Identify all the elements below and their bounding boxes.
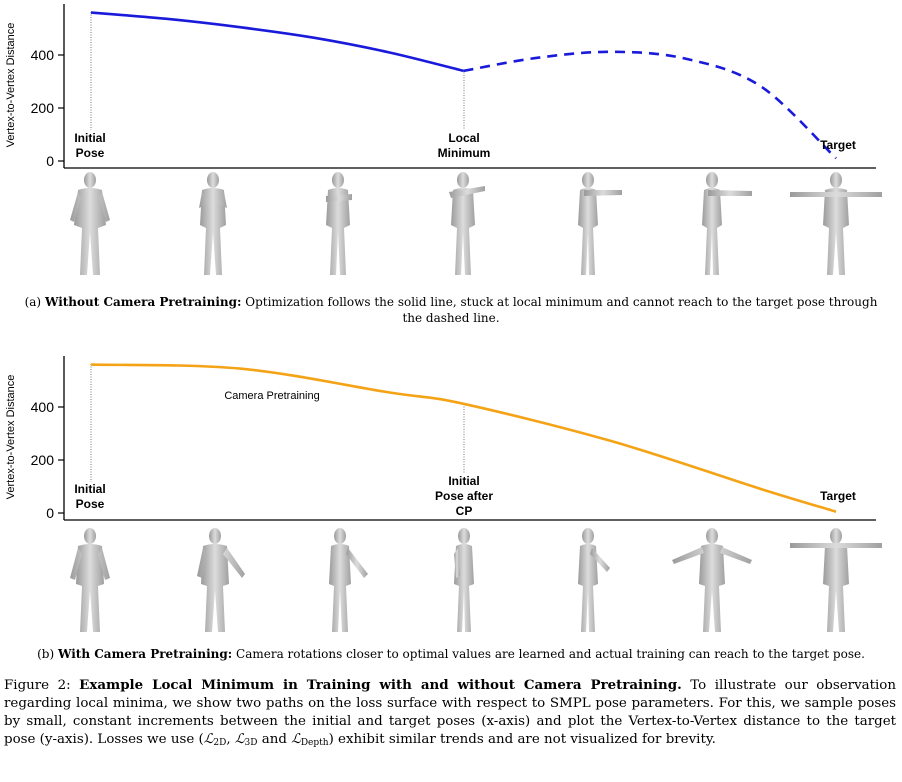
pose-strip-b <box>70 528 882 632</box>
caption-b-prefix: (b) <box>37 647 55 661</box>
pose-figure <box>578 172 622 275</box>
caption-a-text: Optimization follows the solid line, stu… <box>245 295 878 325</box>
figure-caption-label: Figure 2: <box>4 678 71 693</box>
chart-b: Vertex-to-Vertex Distance 0 200 400 Camera… <box>5 356 876 521</box>
caption-b: (b) With Camera Pretraining: Camera rota… <box>20 646 882 662</box>
pose-figure <box>578 528 610 632</box>
loss-3d-sub: 3D <box>244 738 258 748</box>
chart-a: Vertex-to-Vertex Distance 0 200 400 Initia… <box>5 4 876 169</box>
annotation-initial-2: Pose <box>76 146 105 160</box>
pose-figure <box>326 172 352 275</box>
annotation-initial-1: Initial <box>74 482 105 496</box>
chart-a-series-solid <box>90 11 464 73</box>
annotation-target: Target <box>820 489 856 503</box>
annotation-local-1: Local <box>448 131 479 145</box>
caption-b-bold: With Camera Pretraining: <box>57 647 233 661</box>
pose-figure <box>197 528 245 632</box>
caption-b-text: Camera rotations closer to optimal value… <box>236 647 865 661</box>
pose-figure <box>70 528 110 632</box>
chart-a-ytick-label: 0 <box>46 153 54 169</box>
loss-depth-sub: Depth <box>300 738 329 748</box>
chart-b-ytick-label: 0 <box>46 505 54 521</box>
loss-2d-sub: 2D <box>213 738 227 748</box>
chart-a-series-dashed <box>463 50 837 160</box>
annotation-target: Target <box>820 138 856 152</box>
caption-a-prefix: (a) <box>24 295 42 309</box>
figure-caption-text-1: To illustrate our observation regarding … <box>4 678 896 747</box>
figure-caption-bold: Example Local Minimum in Training with a… <box>79 677 682 693</box>
annotation-initial-2: Pose <box>76 497 105 511</box>
figure-caption: Figure 2: Example Local Minimum in Train… <box>4 677 896 748</box>
pose-figure <box>454 528 474 632</box>
annotation-cp-1: Initial <box>448 474 479 488</box>
caption-a-bold: Without Camera Pretraining: <box>44 295 242 309</box>
chart-b-ylabel: Vertex-to-Vertex Distance <box>5 375 17 500</box>
annotation-cp-3: CP <box>456 504 473 518</box>
chart-b-ytick-label: 400 <box>31 399 55 415</box>
pose-figure <box>199 172 227 275</box>
pose-strip-a <box>70 172 882 275</box>
chart-a-ytick-label: 200 <box>31 100 55 116</box>
annotation-initial-1: Initial <box>74 131 105 145</box>
chart-a-ylabel: Vertex-to-Vertex Distance <box>5 23 17 148</box>
pose-figure <box>790 172 882 275</box>
pose-figure <box>70 172 110 275</box>
chart-b-ytick-label: 200 <box>31 452 55 468</box>
figure-caption-text-2: ) exhibit similar trends and are not vis… <box>328 732 716 747</box>
pose-figure <box>672 528 752 632</box>
pose-figure <box>329 528 368 632</box>
and-word: and <box>261 732 287 747</box>
pose-figure <box>790 528 882 632</box>
chart-a-ytick-label: 400 <box>31 47 55 63</box>
caption-a: (a) Without Camera Pretraining: Optimiza… <box>20 294 882 326</box>
series-label-camera-pretraining: Camera Pretraining <box>224 390 319 402</box>
pose-figure <box>702 172 752 275</box>
annotation-cp-2: Pose after <box>435 489 493 503</box>
annotation-local-2: Minimum <box>438 146 491 160</box>
chart-b-series-solid <box>90 363 837 513</box>
pose-figure <box>449 172 485 275</box>
